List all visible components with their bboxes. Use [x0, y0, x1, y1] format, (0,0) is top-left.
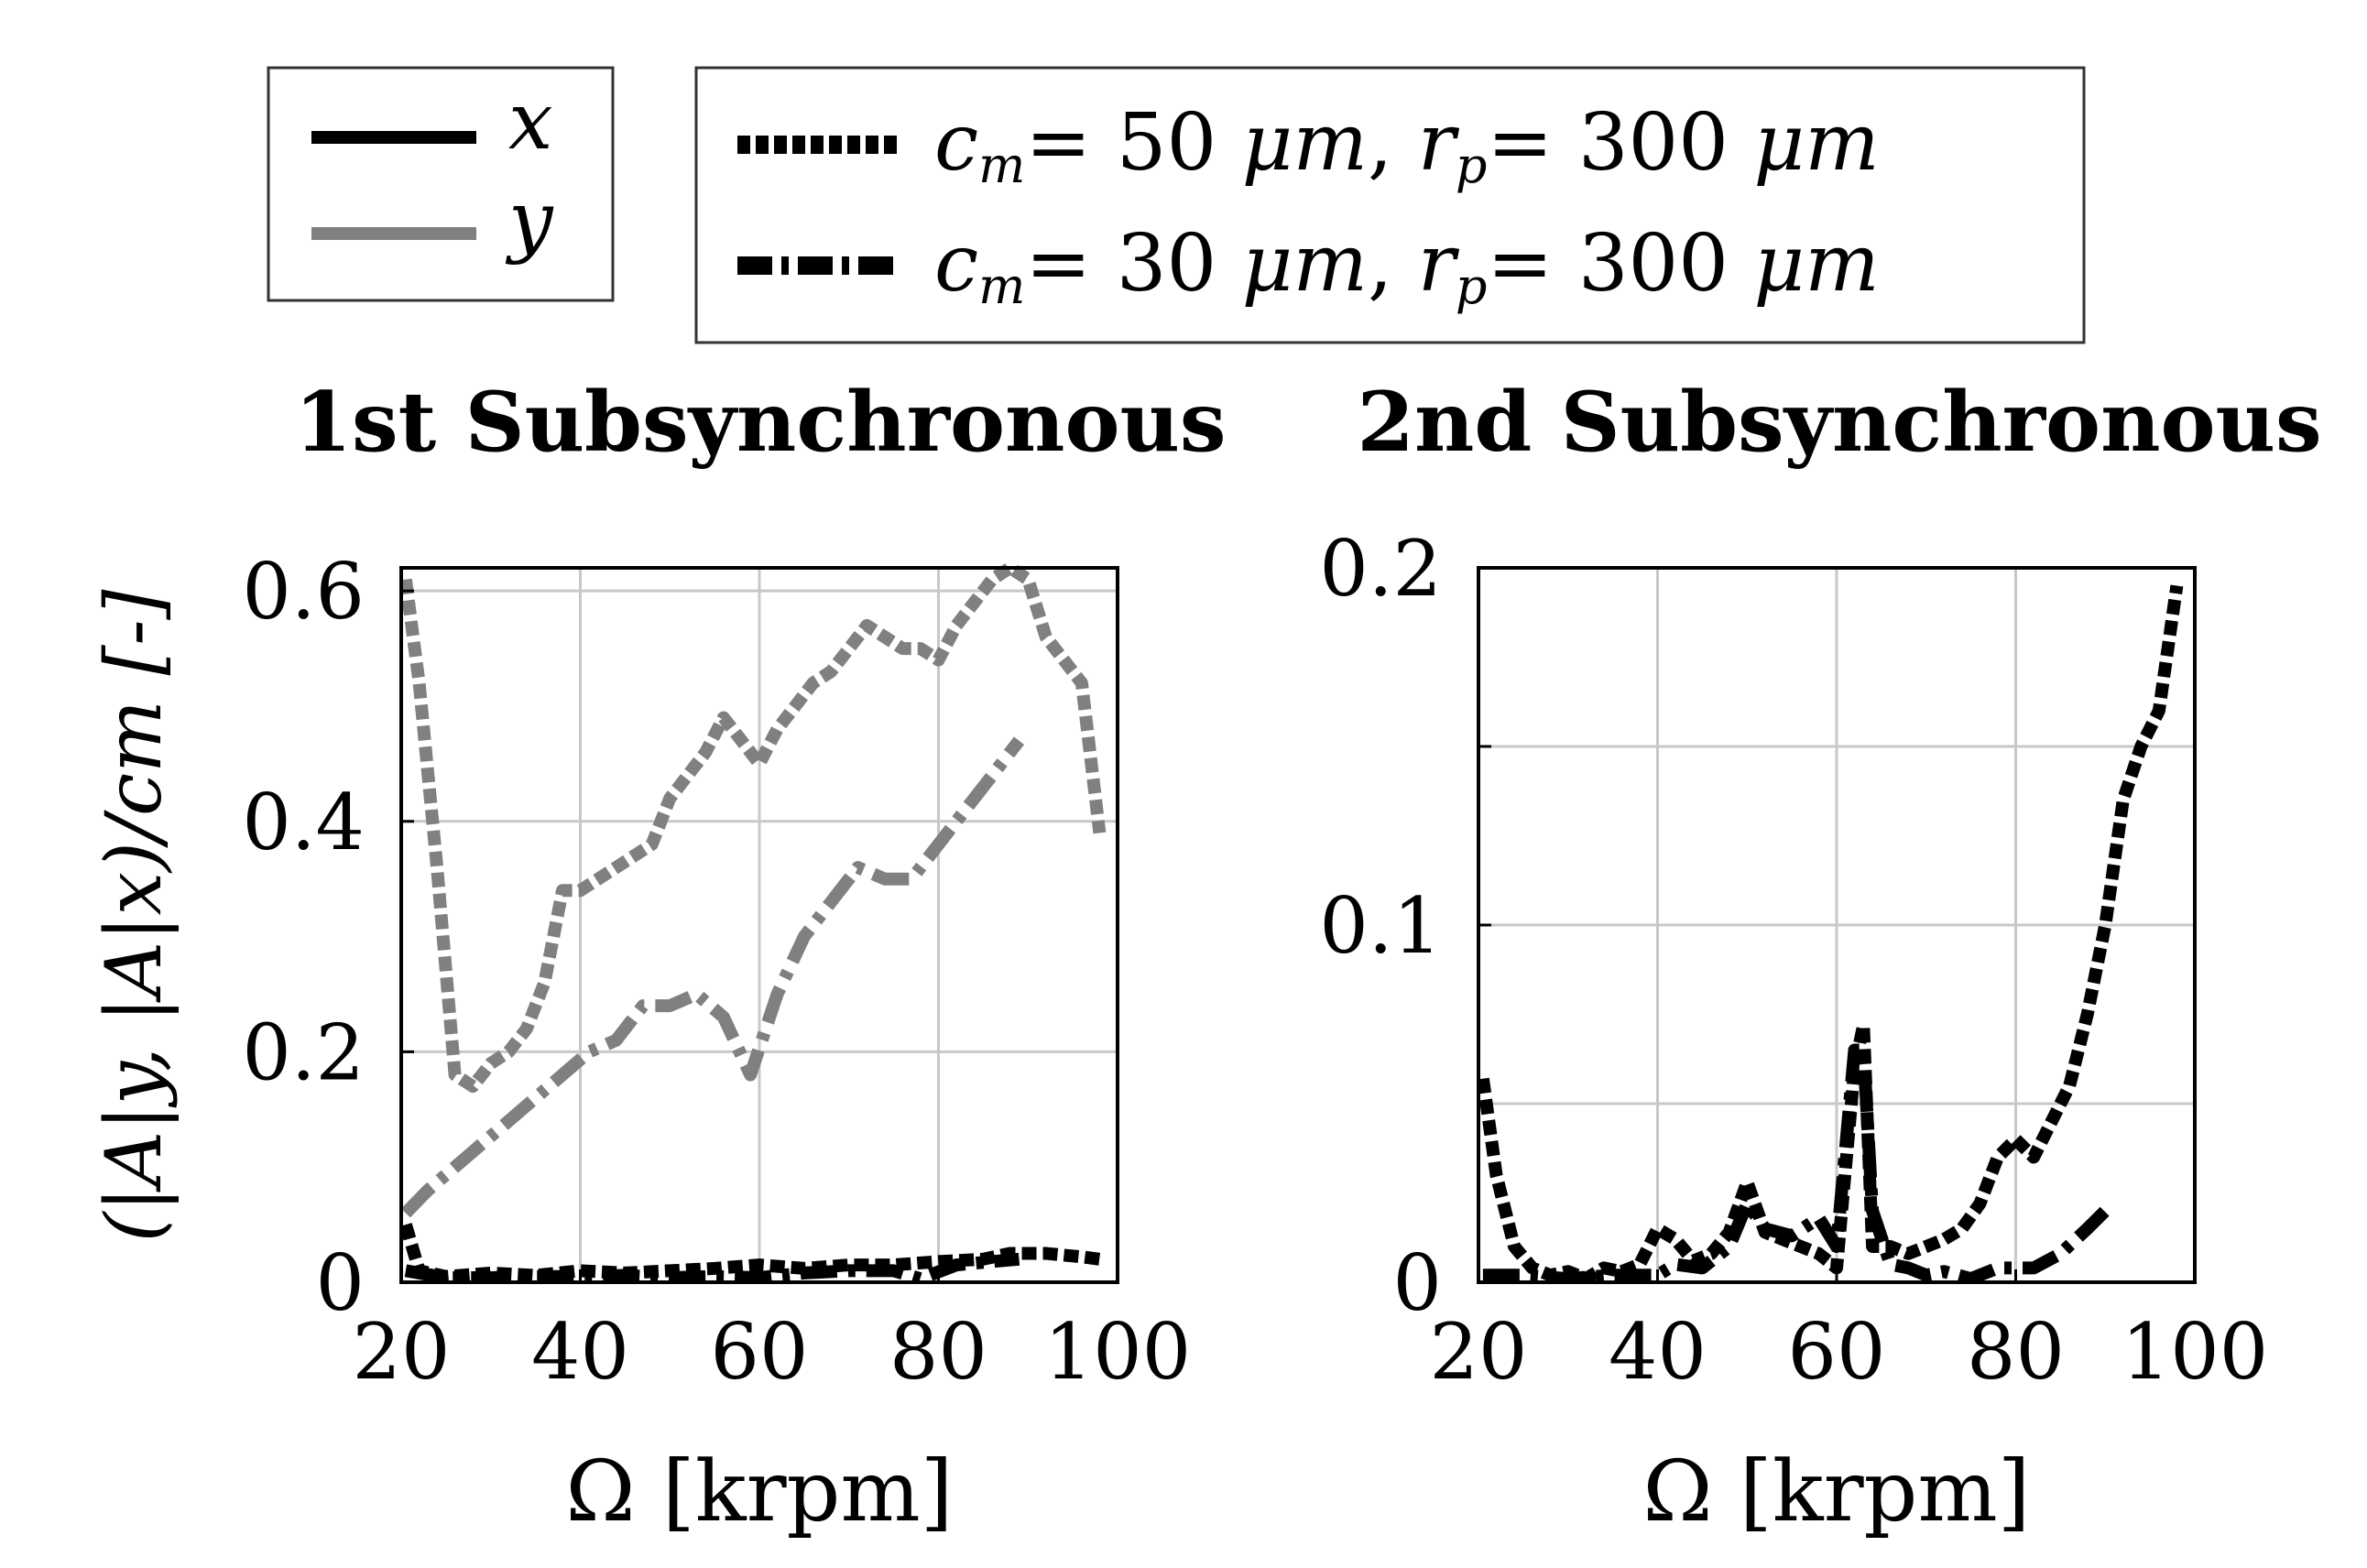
- legend-config: cm= 50 μm, rp= 300 μm cm= 30 μm, rp= 300…: [694, 66, 2086, 344]
- panel-2-series: [1476, 584, 2184, 1282]
- xtick-label: 40: [1609, 1307, 1707, 1397]
- ytick-label: 0.6: [242, 547, 365, 637]
- panel-1-ticks: 20 40 60 80 100 0 0.2 0.4 0.6: [242, 547, 1191, 1397]
- legend-dashdot-label: cm= 30 μm, rp= 300 μm: [934, 218, 1880, 315]
- xtick-label: 80: [889, 1307, 987, 1397]
- panel-1-title: 1st Subsynchronous: [294, 374, 1226, 471]
- panel-2-ticks: 20 40 60 80 100 0 0.1 0.2: [1319, 524, 2268, 1397]
- xtick-label: 20: [1430, 1307, 1528, 1397]
- xtick-label: 60: [1788, 1307, 1886, 1397]
- panel-2-grid: [1477, 566, 2197, 1284]
- xtick-label: 100: [2122, 1307, 2268, 1397]
- xtick-label: 60: [711, 1307, 809, 1397]
- legend-config-frame: [694, 66, 2086, 344]
- panel-1-grid: [399, 568, 1119, 1284]
- ytick-label: 0.1: [1319, 881, 1442, 971]
- panel-1st-subsynchronous: 1st Subsynchronous 20 40 60 80 100 0 0.2 0.4 0.6…: [242, 374, 1226, 1541]
- ytick-label: 0: [1393, 1238, 1442, 1328]
- panel-2nd-subsynchronous: 2nd Subsynchronous 20 40 60 80 100 0 0.1 0.2 Ω …: [1319, 374, 2321, 1541]
- series-line-x-dotted: [399, 1223, 1101, 1282]
- xtick-label: 100: [1044, 1307, 1191, 1397]
- legend-direction-frame: [267, 66, 615, 302]
- ytick-label: 0.4: [242, 778, 365, 867]
- series-line-x-dotted: [1476, 584, 2184, 1282]
- legend-direction: x y: [267, 66, 615, 302]
- series-line-y-dotted: [398, 562, 1107, 1094]
- panel-1-series: [398, 562, 1107, 1282]
- panel-2-title: 2nd Subsynchronous: [1357, 374, 2321, 471]
- legend-dotted-label: cm= 50 μm, rp= 300 μm: [934, 97, 1880, 194]
- xtick-label: 20: [353, 1307, 451, 1397]
- legend-x-label: x: [508, 76, 553, 168]
- ytick-label: 0: [316, 1238, 365, 1328]
- ytick-label: 0.2: [242, 1007, 365, 1097]
- y-axis-label: (|A|y, |A|x)/cm [-]: [89, 589, 179, 1242]
- series-line-x-dashdot: [1482, 1043, 2111, 1282]
- xtick-label: 40: [531, 1307, 629, 1397]
- series-line-y-dashdot: [400, 736, 1025, 1218]
- panel-2-xlabel: Ω [krpm]: [1642, 1443, 2030, 1541]
- ytick-label: 0.2: [1319, 524, 1442, 614]
- panel-1-xlabel: Ω [krpm]: [565, 1443, 953, 1541]
- legend-y-label: y: [505, 175, 554, 267]
- xtick-label: 80: [1967, 1307, 2065, 1397]
